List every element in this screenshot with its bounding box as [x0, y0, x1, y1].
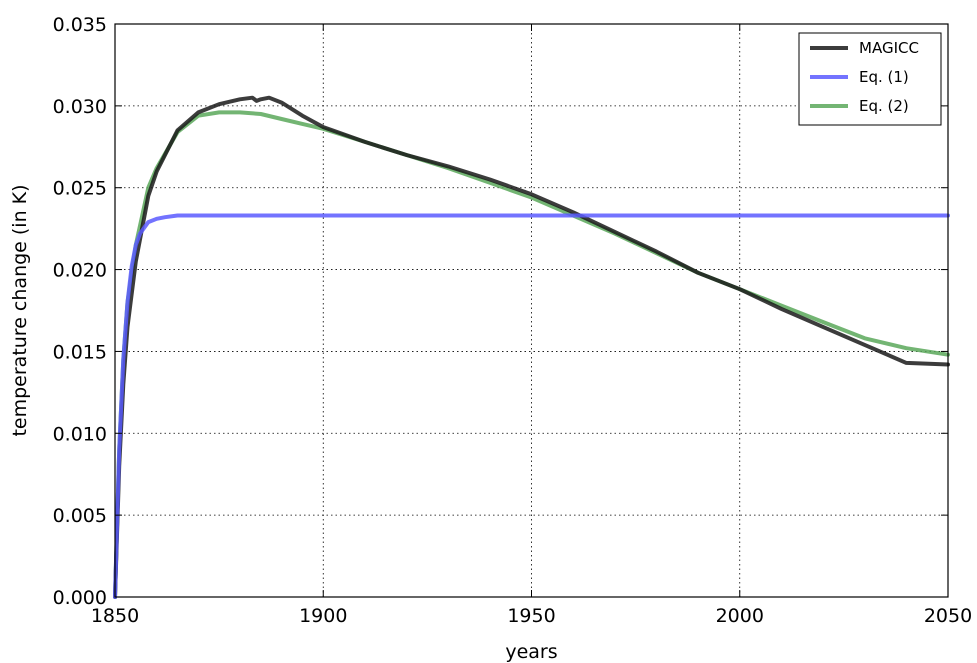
- series-layer: [113, 95, 950, 599]
- legend-label-magicc: MAGICC: [859, 39, 919, 57]
- y-tick-label: 0.025: [53, 178, 107, 200]
- x-tick-labels: 1850 1900 1950 2000 2050: [91, 605, 972, 627]
- y-tick-label: 0.015: [53, 341, 107, 363]
- legend: MAGICC Eq. (1) Eq. (2): [798, 32, 942, 126]
- x-tick-label: 2050: [924, 605, 972, 627]
- y-tick-label: 0.020: [53, 260, 107, 282]
- y-tick-label: 0.010: [53, 423, 107, 445]
- series-line-eq-1: [113, 213, 950, 599]
- x-tick-label: 1900: [299, 605, 347, 627]
- legend-label-eq-1: Eq. (1): [859, 68, 909, 86]
- x-tick-label: 1950: [507, 605, 555, 627]
- y-tick-labels: 0.000 0.005 0.010 0.015 0.020 0.025 0.030 0.035: [53, 14, 107, 609]
- y-tick-label: 0.005: [53, 505, 107, 527]
- axis-ticks: [114, 23, 949, 598]
- y-tick-label: 0.030: [53, 96, 107, 118]
- legend-label-eq-2: Eq. (2): [859, 97, 909, 115]
- y-tick-label: 0.000: [53, 587, 107, 609]
- y-tick-label: 0.035: [53, 14, 107, 36]
- x-tick-label: 1850: [91, 605, 139, 627]
- x-axis-label: years: [505, 641, 557, 663]
- y-axis-label: temperature change (in K): [9, 184, 31, 436]
- series-line-magicc: [113, 95, 950, 599]
- x-tick-label: 2000: [716, 605, 764, 627]
